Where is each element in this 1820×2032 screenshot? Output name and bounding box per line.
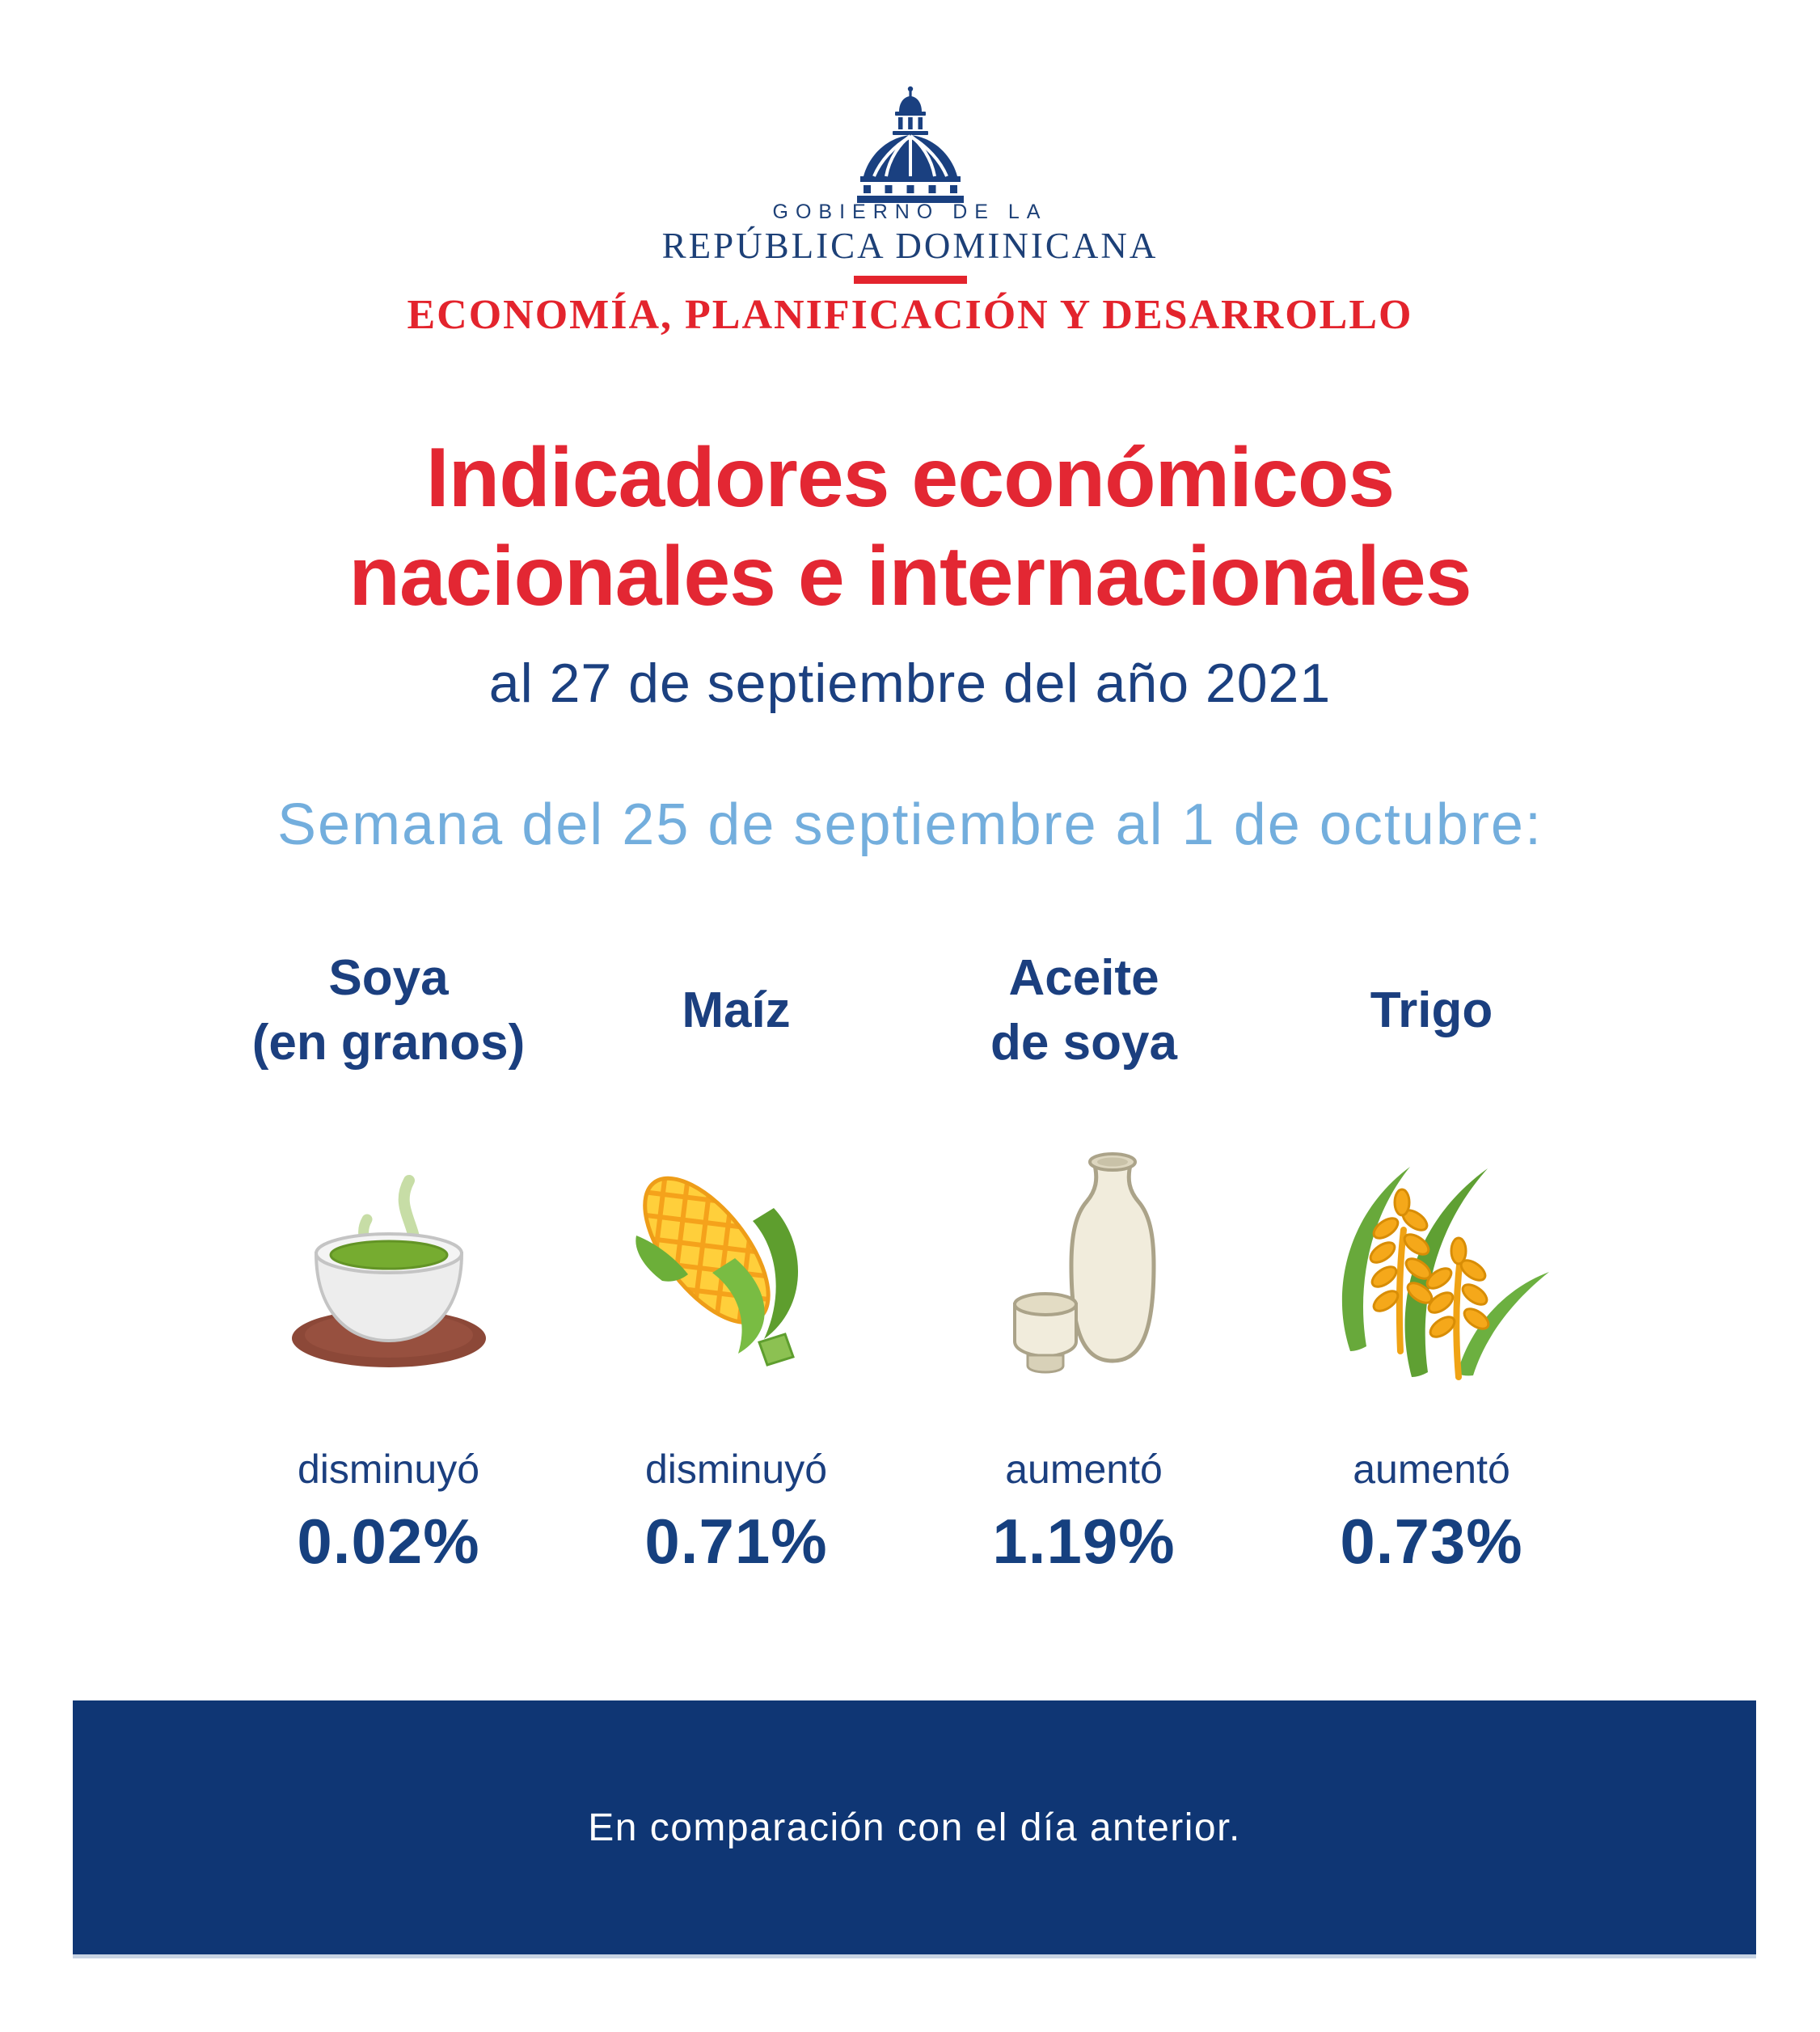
logo-red-divider	[853, 276, 967, 284]
page-title-line1: Indicadores económicos	[425, 431, 1395, 525]
capitol-dome-icon	[850, 86, 971, 207]
change-value: 0.02%	[297, 1506, 480, 1577]
indicator-name-line1: Maíz	[682, 982, 791, 1038]
indicator-name-line2: de soya	[990, 1015, 1177, 1071]
change-direction: aumentó	[1005, 1447, 1163, 1492]
change-value: 1.19%	[992, 1506, 1176, 1577]
change-direction: aumentó	[1353, 1447, 1510, 1492]
government-line2: REPÚBLICA DOMINICANA	[661, 226, 1159, 266]
change-value: 0.73%	[1340, 1506, 1523, 1577]
ministry-name: ECONOMÍA, PLANIFICACIÓN Y DESARROLLO	[407, 292, 1413, 338]
report-date: al 27 de septiembre del año 2021	[488, 653, 1332, 714]
sake-bottle-icon	[1003, 1100, 1165, 1419]
indicator-name-line2: (en granos)	[251, 1015, 526, 1071]
indicator-trigo: Trigo	[1258, 942, 1606, 1578]
page-title-line2: nacionales e internacionales	[348, 530, 1472, 623]
tea-cup-icon	[264, 1100, 514, 1419]
corn-icon	[615, 1100, 858, 1419]
indicator-name-line1: Aceite	[1008, 950, 1159, 1006]
indicator-name-line1: Soya	[328, 950, 449, 1006]
indicator-name: Trigo	[1370, 942, 1493, 1079]
change-value: 0.71%	[644, 1506, 828, 1577]
indicator-aceite-de-soya: Aceite de soya aumentó 1.19%	[910, 942, 1258, 1578]
week-range: Semana del 25 de septiembre al 1 de octu…	[277, 792, 1543, 857]
indicator-maiz: Maíz	[563, 942, 910, 1578]
comparison-note: En comparación con el día anterior.	[588, 1806, 1241, 1849]
footer-bar: En comparación con el día anterior.	[73, 1700, 1756, 1958]
rice-sheaf-icon	[1315, 1100, 1549, 1419]
indicator-name: Aceite de soya	[990, 942, 1177, 1079]
indicator-soya: Soya (en granos) disminuyó 0.02%	[215, 942, 563, 1578]
change-direction: disminuyó	[644, 1447, 828, 1492]
government-line1: GOBIERNO DE LA	[772, 201, 1048, 223]
indicator-columns: Soya (en granos) disminuyó 0.02%	[215, 942, 1606, 1578]
indicator-name: Soya (en granos)	[252, 942, 526, 1079]
indicator-name-line1: Trigo	[1370, 982, 1493, 1038]
indicator-name: Maíz	[682, 942, 790, 1079]
change-direction: disminuyó	[297, 1447, 480, 1492]
